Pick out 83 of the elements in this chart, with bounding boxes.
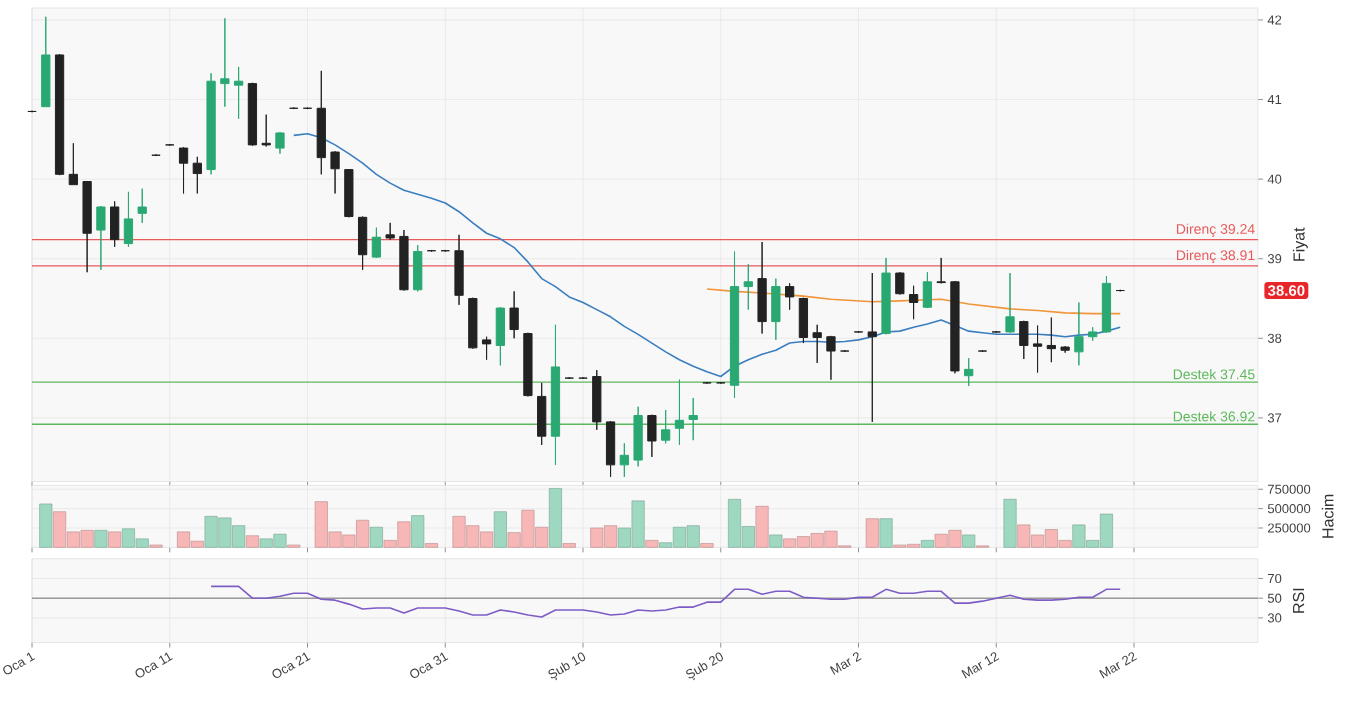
candlestick: [54, 53, 65, 176]
bar: [108, 531, 122, 548]
candlestick: [275, 131, 285, 155]
bar: [769, 534, 783, 548]
candlestick: [523, 332, 533, 397]
bar: [369, 526, 383, 548]
bar: [245, 535, 259, 548]
candlestick: [757, 241, 767, 335]
y-axis-title: Fiyat: [1292, 227, 1308, 261]
candlestick: [895, 271, 905, 296]
candlestick: [1019, 320, 1029, 360]
candlestick: [592, 369, 602, 431]
candlestick: [936, 257, 946, 284]
bar: [39, 503, 53, 548]
candlestick: [399, 229, 409, 292]
candlestick: [1032, 325, 1043, 374]
candlestick: [908, 285, 919, 320]
candlestick: [812, 324, 822, 364]
candlestick: [344, 169, 354, 218]
bar: [548, 488, 562, 548]
candlestick: [1074, 301, 1084, 366]
bar: [920, 540, 934, 548]
candlestick: [509, 290, 519, 339]
candlestick: [261, 114, 271, 147]
candlestick: [481, 336, 492, 361]
candlestick: [68, 142, 78, 186]
candlestick: [468, 297, 478, 350]
candlestick: [371, 227, 382, 259]
candlestick: [661, 409, 671, 444]
candlestick: [178, 146, 189, 194]
y-axis-title: Hacim: [1321, 494, 1334, 538]
candlestick: [743, 263, 753, 311]
candlestick: [357, 216, 368, 271]
candlestick: [964, 357, 974, 387]
candlestick: [674, 379, 685, 446]
candlestick: [688, 397, 698, 441]
candlestick: [785, 282, 795, 311]
bar: [493, 511, 507, 548]
candlestick: [1101, 275, 1112, 334]
candlestick: [316, 70, 326, 175]
candlestick: [798, 297, 809, 344]
candlestick: [220, 17, 230, 108]
candlestick: [123, 191, 134, 248]
candlestick: [826, 335, 836, 381]
candlestick: [550, 324, 561, 466]
candlestick: [110, 200, 120, 248]
candlestick: [137, 188, 147, 224]
y-axis-title: RSI: [1292, 588, 1305, 613]
candlestick: [922, 271, 933, 309]
candlestick: [454, 234, 464, 306]
candlestick: [82, 181, 92, 273]
candlestick: [1060, 345, 1070, 354]
candlestick: [867, 272, 877, 423]
candlestick: [729, 251, 740, 399]
bar: [411, 515, 425, 548]
candlestick: [633, 406, 643, 467]
candlestick: [41, 16, 51, 108]
candlestick: [1005, 272, 1015, 334]
candlestick: [206, 72, 216, 175]
candlestick: [192, 156, 202, 194]
candlestick: [605, 420, 616, 478]
candlestick: [234, 66, 244, 120]
bar: [94, 530, 108, 548]
bar: [865, 518, 879, 548]
candlestick: [495, 306, 505, 366]
candlestick: [950, 280, 960, 374]
candlestick: [881, 257, 891, 335]
candlestick: [413, 244, 423, 292]
candlestick: [385, 222, 395, 241]
candlestick: [247, 82, 258, 147]
bar: [962, 534, 976, 548]
candlestick: [647, 414, 657, 458]
candlestick: [1088, 326, 1098, 342]
bar: [879, 518, 893, 548]
candlestick: [96, 205, 106, 271]
bar: [755, 505, 769, 548]
bar: [645, 540, 659, 548]
candlestick: [330, 150, 340, 194]
candlestick: [619, 442, 629, 478]
candlestick: [771, 278, 781, 341]
candlestick: [1046, 317, 1056, 363]
candlestick: [537, 382, 547, 446]
bar: [1003, 499, 1017, 548]
